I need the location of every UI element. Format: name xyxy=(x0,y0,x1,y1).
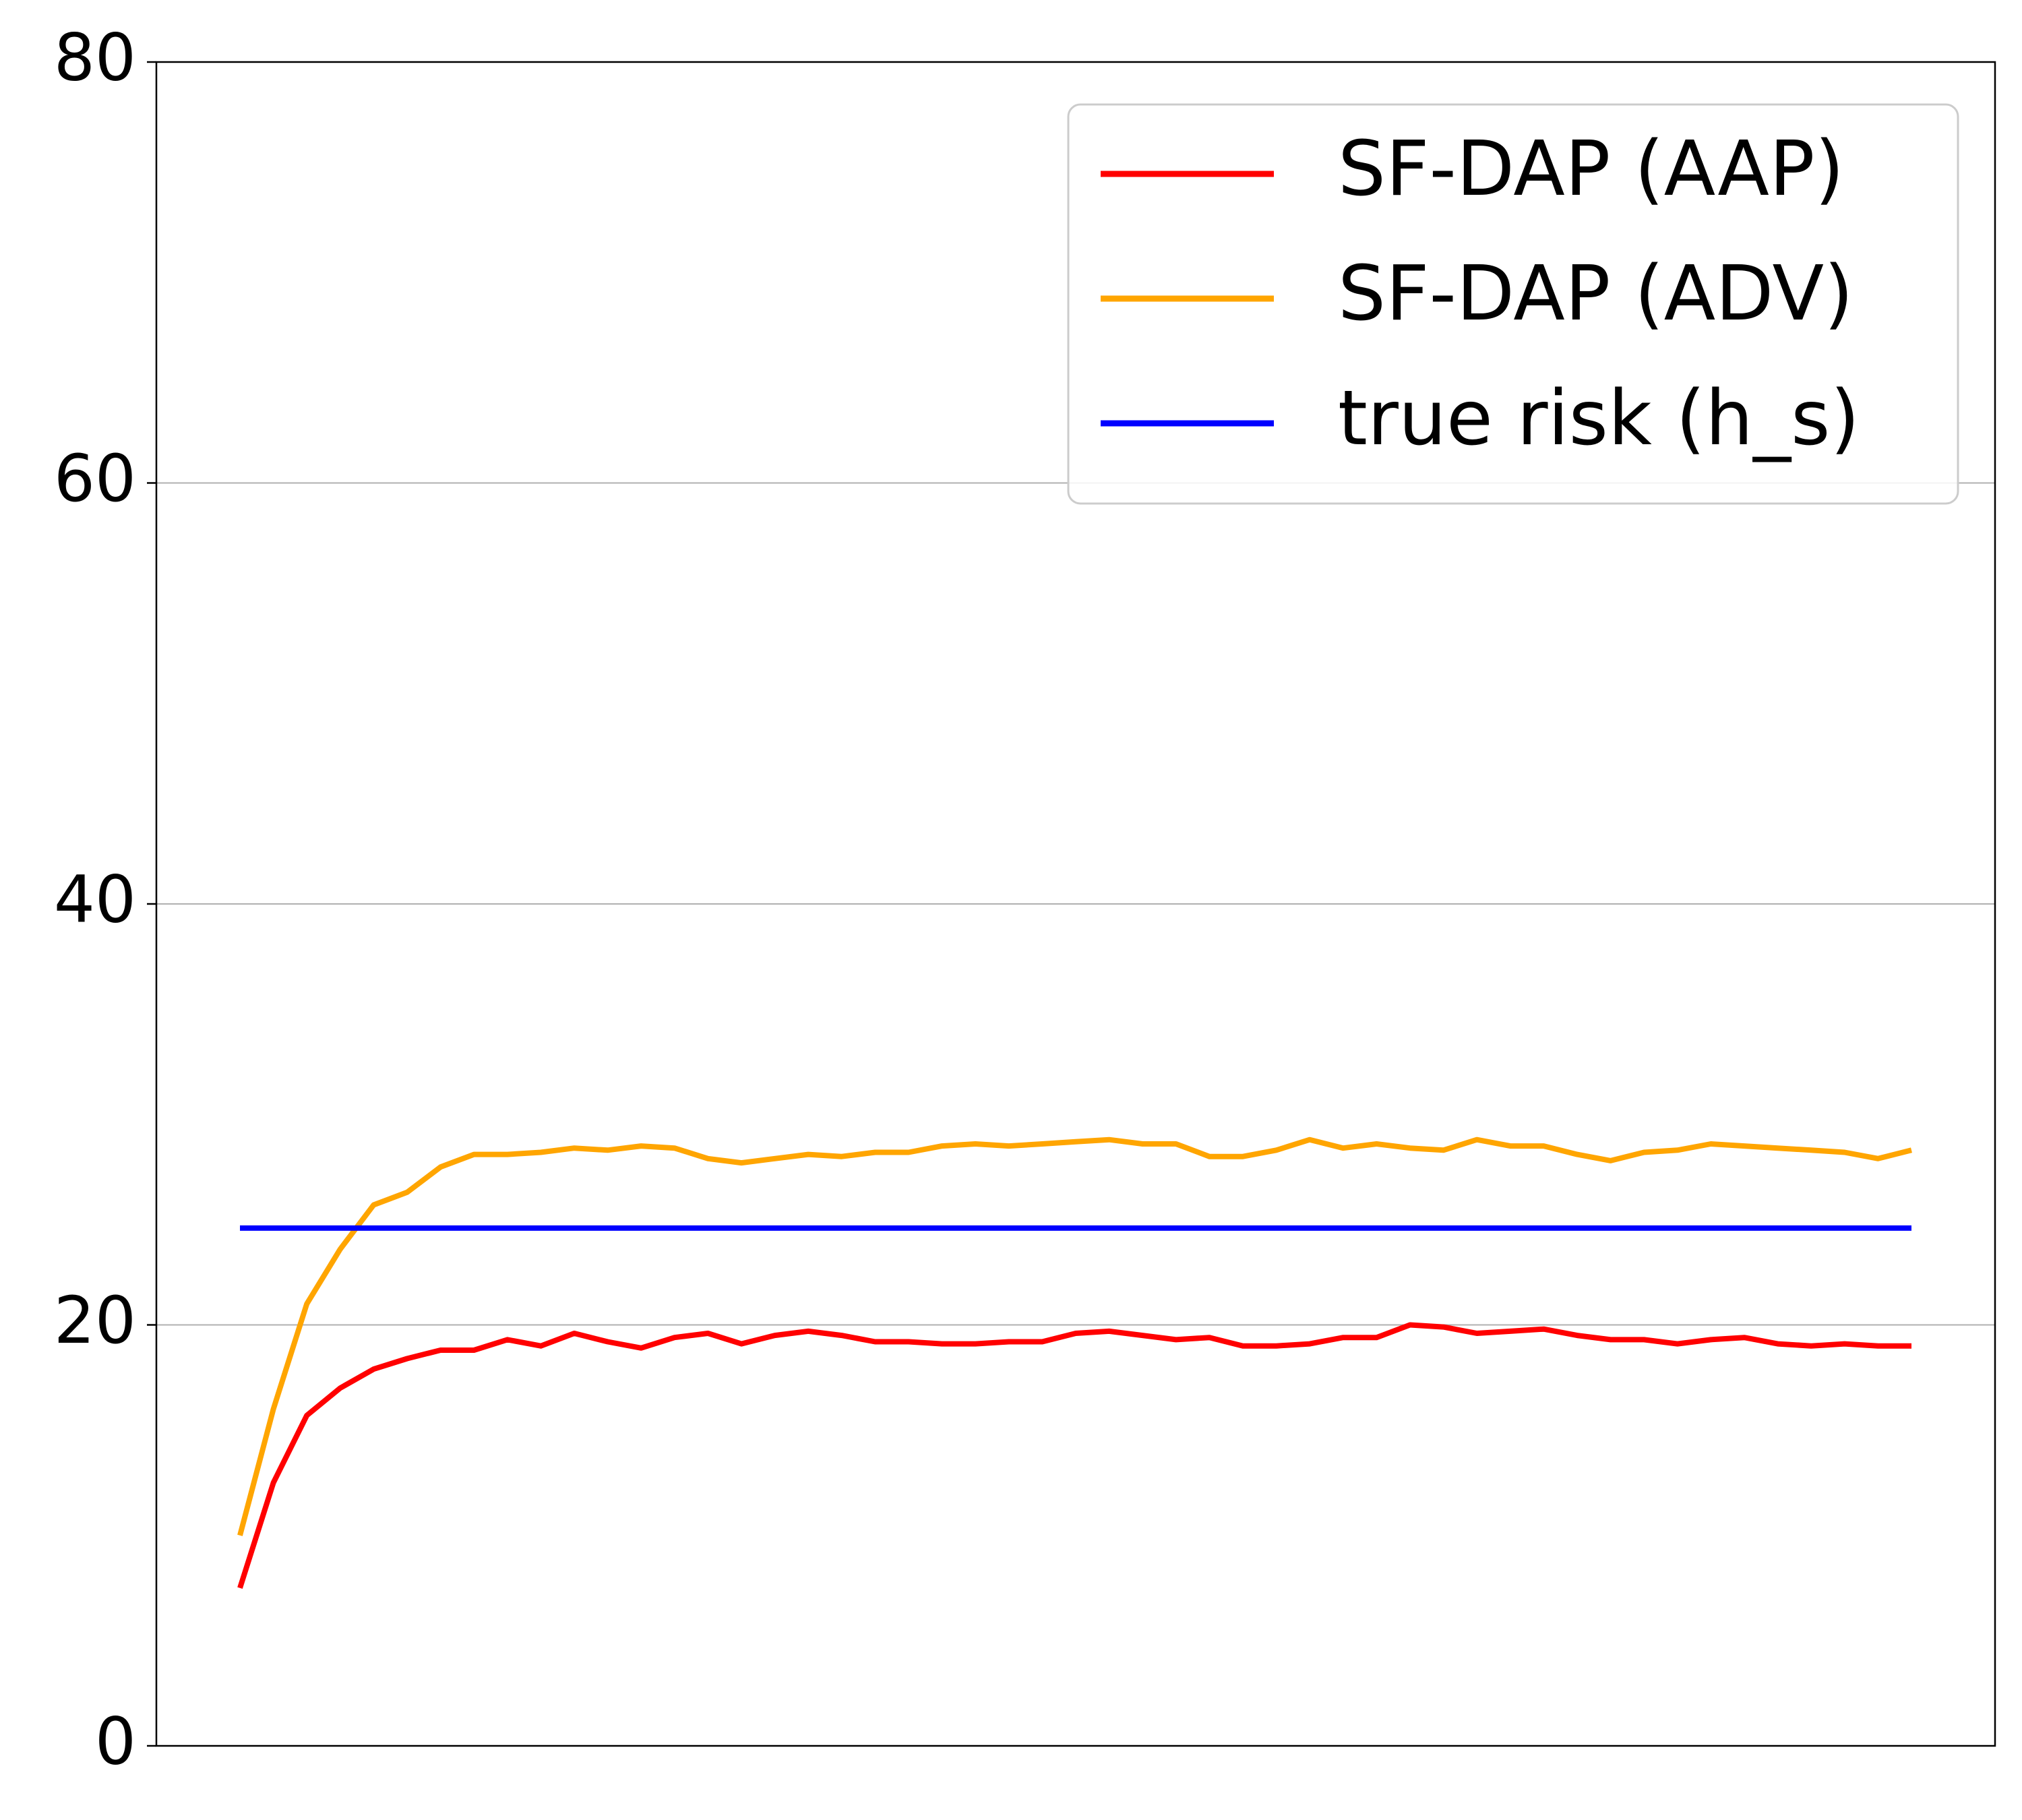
series-line-2 xyxy=(237,1136,1912,1536)
legend-label-2: SF-DAP (ADV) xyxy=(1338,250,1854,338)
y-tick-label-40: 40 xyxy=(54,861,136,937)
legend-label-1: SF-DAP (AAP) xyxy=(1338,125,1844,213)
y-tick-label-80: 80 xyxy=(54,20,136,95)
legend-label-3: true risk (h_s) xyxy=(1338,375,1860,462)
y-tick-label-60: 60 xyxy=(54,441,136,516)
legend-box xyxy=(1067,103,1959,505)
legend: SF-DAP (AAP) SF-DAP (ADV) true risk (h_s) xyxy=(1067,103,1959,505)
series-line-1 xyxy=(237,1322,1911,1589)
series-lines xyxy=(237,1136,1912,1589)
y-tick-label-20: 20 xyxy=(54,1283,136,1358)
y-tick-label-0: 0 xyxy=(95,1703,136,1779)
y-axis: 0 20 40 60 80 xyxy=(54,20,156,1779)
gridlines xyxy=(156,482,1995,1326)
